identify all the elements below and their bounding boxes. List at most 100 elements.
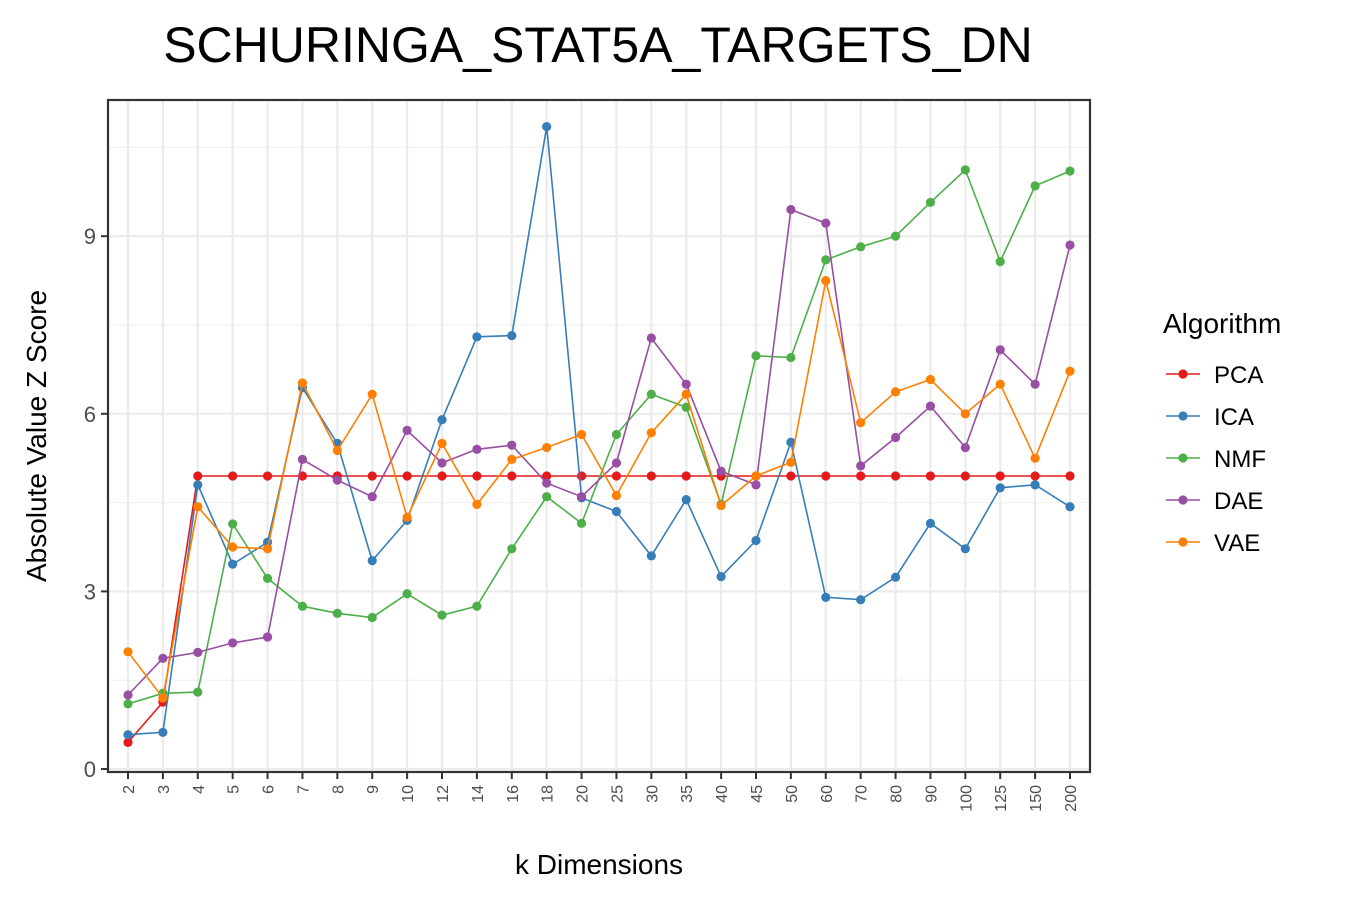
data-point-dae [402,425,412,435]
data-point-ica [367,556,377,566]
data-point-vae [786,457,796,467]
data-point-vae [472,499,482,509]
data-point-nmf [297,601,308,611]
legend-label-dae: DAE [1214,488,1263,515]
data-point-pca [821,471,831,481]
x-tick-label: 30 [644,785,661,803]
data-point-nmf [472,601,482,611]
legend: Algorithm PCA ICA NMF DAE VAE [1163,308,1281,557]
x-tick-label: 8 [330,785,347,794]
data-point-vae [228,542,238,552]
data-point-vae [576,429,587,440]
data-point-vae [995,379,1005,389]
x-tick-label: 16 [505,785,522,803]
data-point-ica [646,551,656,561]
data-point-ica [925,518,936,528]
data-point-dae [158,653,168,663]
data-point-dae [646,333,656,343]
data-point-nmf [542,492,552,502]
data-point-pca [1030,471,1040,481]
data-point-pca [995,471,1005,481]
grid [108,100,1090,772]
data-point-nmf [995,257,1005,267]
x-axis: 2 3 4 5 6 7 8 9 10 12 14 16 18 20 25 30 35 40 45 50 60 70 80 90… [121,772,1080,812]
data-point-vae [332,445,342,456]
data-point-ica [1030,480,1040,490]
data-point-nmf [402,589,412,599]
data-point-pca [507,471,517,481]
data-point-ica [751,535,761,546]
x-tick-label: 4 [191,785,208,794]
data-point-vae [367,389,377,399]
data-point-nmf [821,255,831,265]
x-tick-label: 100 [958,785,975,812]
data-point-pca [123,737,133,747]
plot-background [108,100,1090,772]
data-point-nmf [193,687,203,697]
data-point-ica [856,595,866,605]
data-point-ica [437,415,447,425]
data-point-vae [960,409,970,419]
data-point-ica [995,483,1005,493]
x-tick-label: 25 [609,785,626,803]
data-point-vae [890,387,901,397]
data-point-nmf [681,402,691,412]
data-point-vae [297,378,308,388]
data-point-nmf [751,351,761,361]
data-point-vae [925,374,936,385]
data-point-vae [262,544,273,554]
data-point-nmf [1065,166,1075,176]
legend-label-nmf: NMF [1214,446,1266,473]
data-point-pca [228,471,238,481]
data-point-ica [1065,502,1075,512]
data-point-vae [1065,366,1075,376]
data-point-nmf [262,573,273,583]
data-point-pca [367,471,377,481]
data-point-nmf [123,699,133,709]
data-point-vae [856,418,866,428]
x-tick-label: 50 [784,785,801,803]
data-point-ica [890,572,901,582]
data-point-pca [402,471,412,481]
series-layer [123,122,1075,747]
y-axis-title: Absolute Value Z Score [21,290,52,582]
x-tick-label: 60 [819,785,836,803]
data-point-pca [890,471,901,481]
data-point-dae [925,401,936,411]
data-point-dae [297,454,308,464]
legend-title: Algorithm [1163,308,1281,339]
legend-key-point [1178,537,1188,547]
data-point-dae [960,442,970,453]
data-point-pca [262,471,273,481]
data-point-nmf [576,518,587,528]
x-tick-label: 80 [889,785,906,803]
data-point-pca [576,471,587,481]
data-point-dae [576,492,587,502]
data-point-ica [542,122,552,132]
data-point-vae [821,275,831,286]
y-tick-label: 0 [84,757,96,782]
data-point-vae [437,438,447,449]
data-point-vae [193,502,203,512]
data-point-dae [472,444,482,454]
y-tick-label: 9 [84,224,96,249]
data-point-dae [262,632,273,642]
data-point-vae [158,693,168,703]
data-point-dae [1030,379,1040,389]
legend-label-vae: VAE [1214,530,1260,557]
data-point-dae [821,218,831,228]
x-tick-label: 12 [435,785,452,803]
series-line-vae [127,280,1071,700]
x-tick-label: 70 [854,785,871,803]
legend-key-point [1178,369,1188,379]
data-point-ica [123,730,133,740]
data-point-nmf [890,231,901,241]
data-point-ica [507,331,517,341]
data-point-pca [960,471,970,481]
data-point-ica [158,727,168,737]
data-point-nmf [332,608,342,618]
chart-title: SCHURINGA_STAT5A_TARGETS_DN [163,17,1033,73]
data-point-dae [367,492,377,502]
series-line-dae [127,208,1071,696]
